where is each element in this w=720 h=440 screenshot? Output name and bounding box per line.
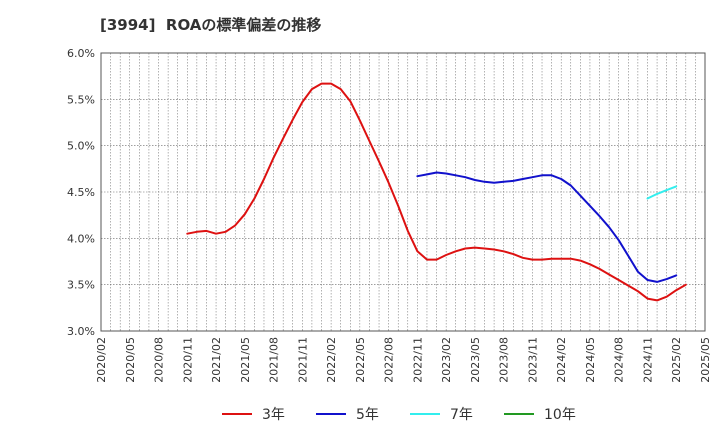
y-tick-label: 3.0% [67, 325, 95, 338]
plot-border [100, 52, 706, 332]
x-tick-label: 2023/08 [498, 337, 511, 383]
y-tick-label: 4.0% [67, 232, 95, 245]
x-tick-label: 2024/05 [584, 337, 597, 383]
y-tick-label: 6.0% [67, 47, 95, 60]
series-line-2 [646, 185, 678, 200]
legend-label-2: 7年 [450, 407, 473, 423]
x-tick-label: 2021/11 [296, 337, 309, 383]
x-tick-label: 2022/02 [325, 337, 338, 383]
x-tick-label: 2024/02 [555, 337, 568, 383]
x-tick-label: 2021/08 [268, 337, 281, 383]
legend-label-0: 3年 [262, 407, 285, 423]
y-tick-label: 5.5% [67, 93, 95, 106]
x-tick-label: 2024/11 [641, 337, 654, 383]
series-lines [186, 82, 687, 302]
x-tick-label: 2022/05 [354, 337, 367, 383]
legend: 3年 5年 7年 10年 [222, 407, 576, 423]
x-tick-label: 2020/08 [153, 337, 166, 383]
x-tick-label: 2022/11 [411, 337, 424, 383]
x-tick-label: 2025/02 [670, 337, 683, 383]
x-tick-label: 2022/08 [383, 337, 396, 383]
x-tick-label: 2023/05 [469, 337, 482, 383]
x-tick-label: 2020/02 [95, 337, 108, 383]
x-tick-label: 2020/05 [124, 337, 137, 383]
y-tick-label: 3.5% [67, 279, 95, 292]
y-tick-label: 5.0% [67, 140, 95, 153]
x-tick-label: 2020/11 [181, 337, 194, 383]
legend-label-1: 5年 [356, 407, 379, 423]
x-tick-label: 2024/08 [613, 337, 626, 383]
series-line-1 [416, 171, 678, 283]
legend-label-3: 10年 [544, 407, 576, 423]
chart-title: [3994] ROAの標準偏差の推移 [100, 16, 322, 34]
x-axis: 2020/02 2020/05 2020/08 2020/11 2021/02 2021/… [95, 337, 712, 383]
x-tick-label: 2023/11 [526, 337, 539, 383]
x-tick-label: 2021/02 [210, 337, 223, 383]
y-axis: 3.0% 3.5% 4.0% 4.5% 5.0% 5.5% 6.0% [67, 47, 95, 338]
plot-area [101, 53, 705, 331]
y-tick-label: 4.5% [67, 186, 95, 199]
x-tick-label: 2025/05 [699, 337, 712, 383]
grid [100, 52, 706, 332]
x-tick-label: 2021/05 [239, 337, 252, 383]
series-line-0 [186, 82, 687, 302]
x-tick-label: 2023/02 [440, 337, 453, 383]
